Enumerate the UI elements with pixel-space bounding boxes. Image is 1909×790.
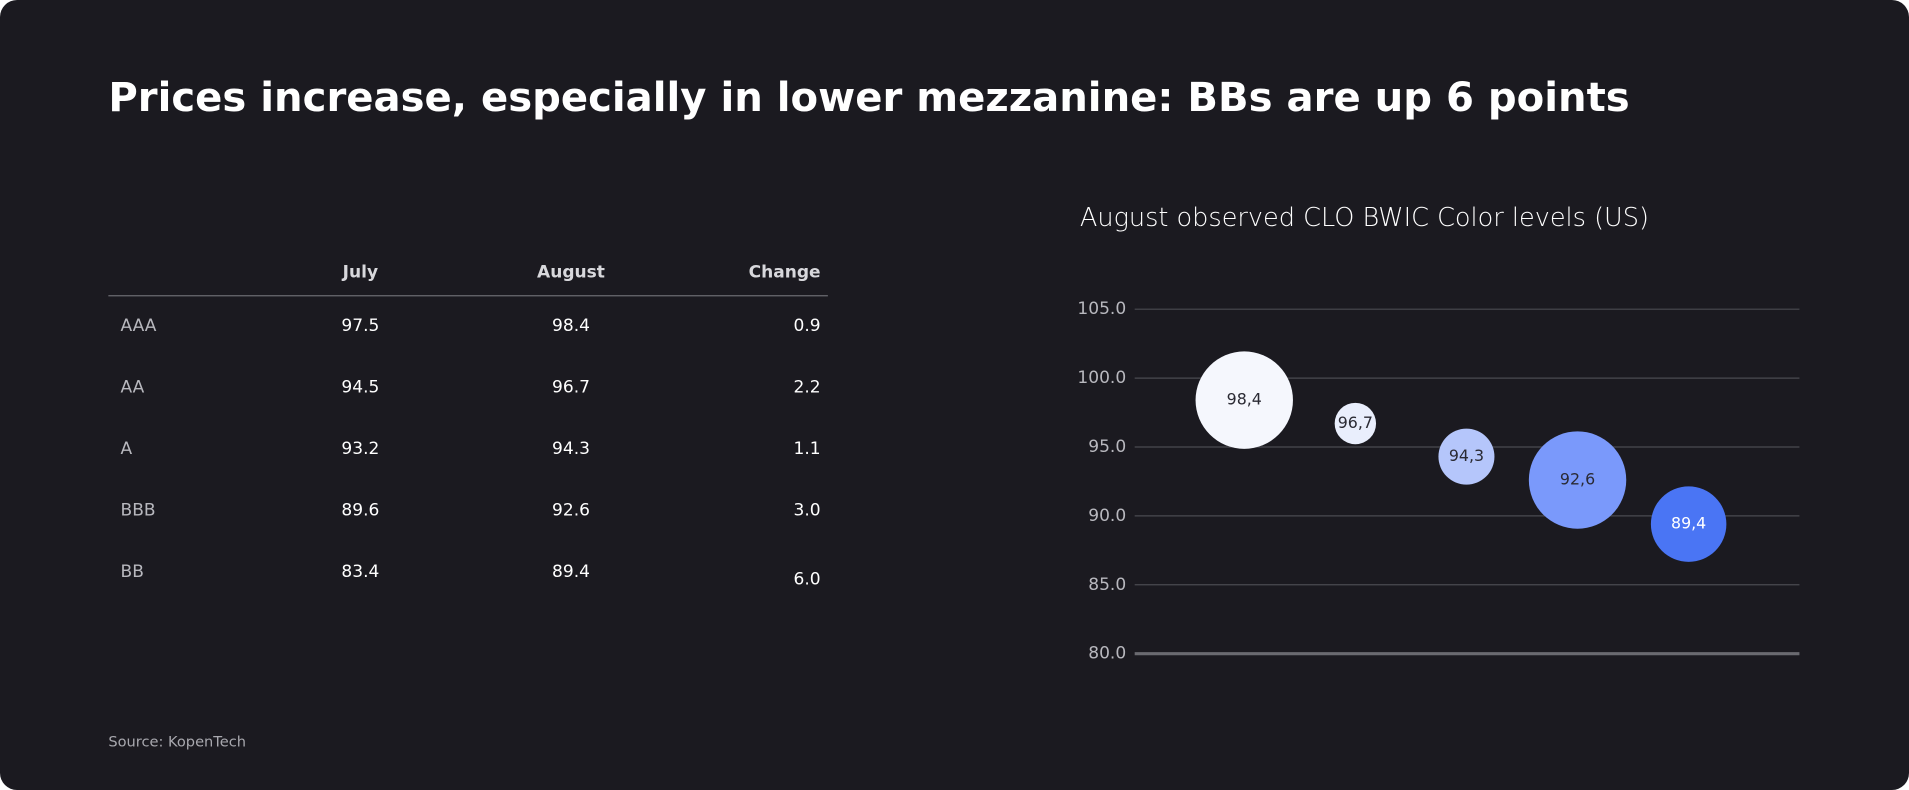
y-tick-label: 90.0 [1088,506,1126,526]
y-tick-label: 85.0 [1088,575,1126,595]
column-header: August [537,263,605,283]
bubble-label: 96,7 [1338,413,1373,432]
row-label: A [121,439,133,459]
bubble [1438,428,1495,485]
table-cell: 6.0 [793,569,820,589]
page-title: Prices increase, especially in lower mez… [108,75,1629,121]
table-cell: 96.7 [552,378,590,398]
bubble-label: 89,4 [1671,514,1706,533]
row-label: AA [121,378,145,398]
column-header: Change [749,263,821,283]
table-cell: 89.6 [341,501,379,521]
source-note: Source: KopenTech [108,734,246,751]
bubble-label: 94,3 [1449,446,1484,465]
y-tick-label: 100.0 [1077,368,1126,388]
table-cell: 0.9 [793,316,820,336]
column-header: July [342,263,378,283]
table-cell: 1.1 [793,439,820,459]
table-cell: 94.5 [341,378,379,398]
table-cell: 89.4 [552,562,590,582]
table-cell: 92.6 [552,501,590,521]
y-tick-label: 80.0 [1088,644,1126,664]
bubble-label: 92,6 [1560,470,1595,489]
y-tick-label: 105.0 [1077,299,1126,319]
table-cell: 97.5 [341,316,379,336]
bubble-label: 98,4 [1227,390,1262,409]
row-label: BBB [121,501,156,521]
table-cell: 98.4 [552,316,590,336]
table-cell: 3.0 [793,501,820,521]
table-cell: 2.2 [793,378,820,398]
table-cell: 93.2 [341,439,379,459]
row-label: AAA [121,316,157,336]
bubble [1528,431,1627,529]
y-tick-label: 95.0 [1088,437,1126,457]
bubble [1334,402,1377,445]
table-cell: 94.3 [552,439,590,459]
table-cell: 83.4 [341,562,379,582]
bubble [1650,486,1727,562]
bubble [1195,351,1293,449]
row-label: BB [121,562,144,582]
chart-title: August observed CLO BWIC Color levels (U… [1080,203,1649,233]
